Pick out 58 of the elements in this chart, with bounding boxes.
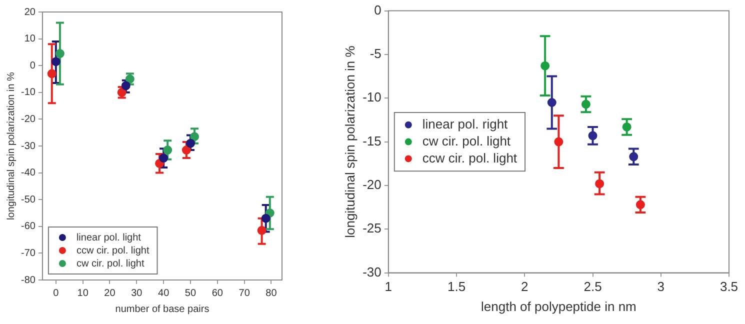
y-axis-title: longitudinal spin polarization in % — [342, 45, 358, 238]
y-tick-label: 10 — [24, 34, 36, 45]
y-tick-label: -20 — [21, 114, 36, 125]
x-tick-label: 30 — [131, 288, 143, 299]
x-tick-label: 3.5 — [720, 279, 738, 294]
point — [257, 226, 266, 235]
y-tick-label: -15 — [362, 133, 382, 148]
legend-label: linear pol. right — [422, 116, 508, 132]
point — [159, 154, 168, 163]
x-tick-label: 60 — [212, 288, 224, 299]
y-tick-label: -10 — [362, 90, 382, 105]
x-tick-label: 1.5 — [447, 279, 466, 294]
point — [163, 146, 172, 155]
point — [186, 138, 195, 148]
point — [547, 98, 556, 107]
y-tick-label: -10 — [21, 87, 36, 98]
x-tick-label: 1 — [384, 279, 392, 294]
legend-label: linear pol. light — [76, 232, 142, 244]
point — [595, 179, 604, 188]
point — [588, 131, 598, 140]
y-tick-label: -25 — [362, 220, 382, 236]
legend-label: ccw cir. pol. light — [76, 245, 150, 256]
x-tick-label: 70 — [238, 288, 250, 299]
x-tick-label: 0 — [53, 288, 60, 299]
y-tick-label: 0 — [374, 2, 382, 18]
point — [51, 57, 60, 66]
x-axis-title: length of polypeptide in nm — [481, 298, 636, 314]
x-tick-label: 80 — [266, 288, 278, 299]
legend-label: ccw cir. pol. light — [422, 150, 518, 166]
point — [47, 69, 56, 78]
y-tick-label: -80 — [21, 274, 36, 286]
point — [190, 132, 200, 142]
y-tick-label: 20 — [24, 6, 36, 18]
y-axis-title: longitudinal spin polarization in % — [6, 72, 17, 220]
y-tick-label: -50 — [21, 194, 36, 206]
x-axis-title: number of base pairs — [115, 304, 210, 315]
x-tick-label: 2 — [521, 279, 528, 294]
y-tick-label: -70 — [21, 248, 36, 259]
x-tick-label: 3 — [657, 279, 664, 294]
legend-label: cw cir. pol. light — [422, 133, 511, 148]
point — [261, 214, 270, 223]
point — [182, 146, 191, 155]
y-tick-label: -30 — [362, 264, 382, 280]
point — [55, 49, 64, 58]
legend-label: cw cir. pol. light — [76, 258, 144, 270]
point — [554, 137, 564, 146]
y-tick-label: -40 — [21, 168, 36, 179]
x-tick-label: 20 — [104, 288, 116, 299]
y-tick-label: -5 — [370, 46, 382, 62]
x-tick-label: 50 — [184, 288, 196, 299]
point — [121, 81, 130, 90]
y-tick-label: -30 — [21, 140, 36, 152]
x-tick-label: 10 — [77, 288, 89, 299]
x-tick-label: 2.5 — [584, 279, 602, 294]
y-tick-label: 0 — [30, 60, 36, 72]
x-tick-label: 40 — [158, 288, 170, 299]
y-tick-label: -20 — [362, 177, 382, 192]
y-tick-label: -60 — [21, 221, 36, 232]
